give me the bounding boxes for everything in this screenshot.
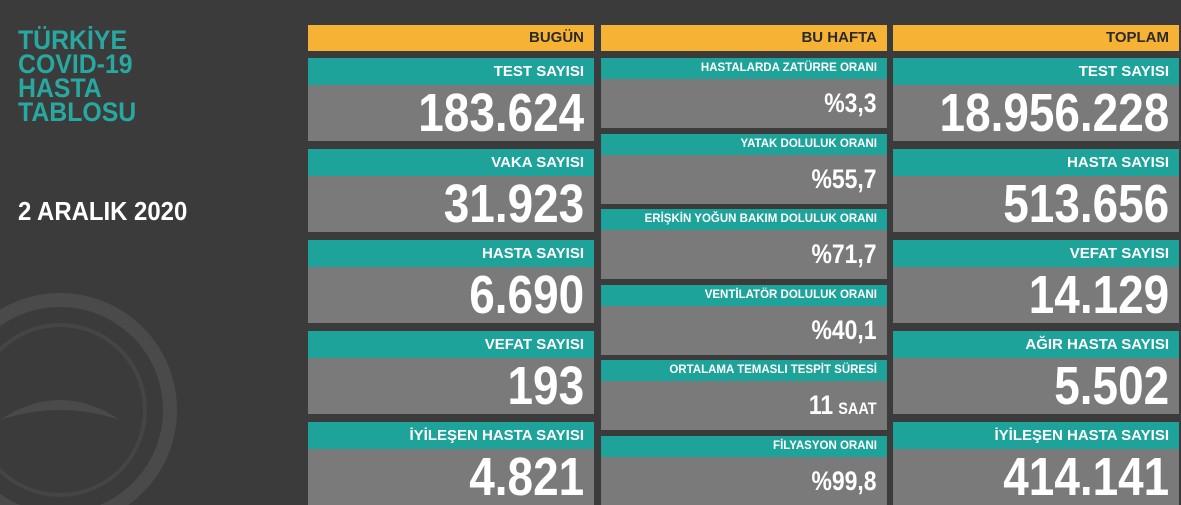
value-number: 183.624 (418, 83, 584, 143)
item-label: VEFAT SAYISI (308, 331, 594, 358)
value-number: %3,3 (824, 88, 877, 118)
value-number: 31.923 (443, 174, 584, 234)
item-value-box: 414.141 (893, 449, 1179, 505)
column-heading: BU HAFTA (601, 25, 887, 51)
item-label: HASTALARDA ZATÜRRE ORANI (601, 58, 887, 79)
item-value: 5.502 (1054, 358, 1169, 414)
item-value-box: 14.129 (893, 267, 1179, 323)
value-number: 11 (809, 390, 834, 421)
value-number: 4.821 (469, 447, 584, 505)
value-number: 14.129 (1028, 265, 1169, 325)
value-number: 18.956.228 (939, 83, 1169, 143)
item-value: 14.129 (1029, 267, 1169, 323)
item-label: İYİLEŞEN HASTA SAYISI (308, 422, 594, 449)
item-value-box: 4.821 (308, 449, 594, 505)
item-label: VEFAT SAYISI (893, 240, 1179, 267)
item-value-box: 5.502 (893, 358, 1179, 414)
item-value: 11 SAAT (809, 381, 877, 433)
value-unit: SAAT (838, 399, 877, 419)
item-value-box: 11 SAAT (601, 381, 887, 433)
item-label: ERİŞKİN YOĞUN BAKIM DOLULUK ORANI (601, 209, 887, 231)
value-number: %40,1 (811, 314, 877, 345)
item-value: 414.141 (1003, 449, 1169, 505)
item-value-box: %99,8 (601, 457, 887, 505)
item-label: YATAK DOLULUK ORANI (601, 133, 887, 155)
item-value: 183.624 (418, 85, 584, 141)
item-label: İYİLEŞEN HASTA SAYISI (893, 422, 1179, 449)
item-value-box: %55,7 (601, 154, 887, 204)
value-number: 5.502 (1054, 356, 1169, 416)
item-value: 31.923 (444, 176, 584, 232)
item-label: HASTA SAYISI (308, 240, 594, 267)
item-value: 18.956.228 (939, 85, 1169, 141)
item-value: 6.690 (469, 267, 584, 323)
item-label: AĞIR HASTA SAYISI (893, 331, 1179, 358)
value-number: 513.656 (1003, 174, 1169, 234)
item-label: ORTALAMA TEMASLI TESPİT SÜRESİ (601, 360, 887, 382)
item-value: %40,1 (812, 306, 877, 355)
column-heading: BUGÜN (308, 25, 594, 51)
value-number: 193 (507, 356, 584, 416)
emblem (0, 293, 177, 505)
item-value-box: 6.690 (308, 267, 594, 323)
item-value-box: %3,3 (601, 79, 887, 128)
column-heading: TOPLAM (893, 25, 1179, 51)
value-number: %55,7 (811, 163, 877, 194)
item-value: 513.656 (1003, 176, 1169, 232)
title-line: TÜRKİYE (18, 25, 128, 55)
item-label: HASTA SAYISI (893, 149, 1179, 176)
item-label: TEST SAYISI (893, 58, 1179, 85)
title-line: TABLOSU (18, 97, 137, 127)
item-value-box: 183.624 (308, 85, 594, 141)
item-value-box: %40,1 (601, 305, 887, 355)
item-value: %3,3 (825, 79, 877, 128)
title-line: COVID-19 (18, 49, 133, 79)
item-value-box: 513.656 (893, 176, 1179, 232)
item-label: FİLYASYON ORANI (601, 436, 887, 457)
item-value: 193 (507, 358, 584, 414)
value-number: 6.690 (469, 265, 584, 325)
value-number: 414.141 (1003, 447, 1169, 505)
item-value: 4.821 (469, 449, 584, 505)
item-value: %55,7 (812, 155, 877, 204)
item-value: %71,7 (812, 230, 877, 279)
item-value-box: %71,7 (601, 230, 887, 280)
value-number: %71,7 (811, 239, 877, 270)
title-line: HASTA (18, 73, 102, 103)
item-label: VENTİLATÖR DOLULUK ORANI (601, 284, 887, 306)
item-value-box: 193 (308, 358, 594, 414)
item-label: TEST SAYISI (308, 58, 594, 85)
item-value: %99,8 (812, 457, 877, 505)
item-value-box: 18.956.228 (893, 85, 1179, 141)
value-number: %99,8 (811, 466, 877, 496)
date: 2 ARALIK 2020 (18, 196, 188, 226)
item-value-box: 31.923 (308, 176, 594, 232)
item-label: VAKA SAYISI (308, 149, 594, 176)
